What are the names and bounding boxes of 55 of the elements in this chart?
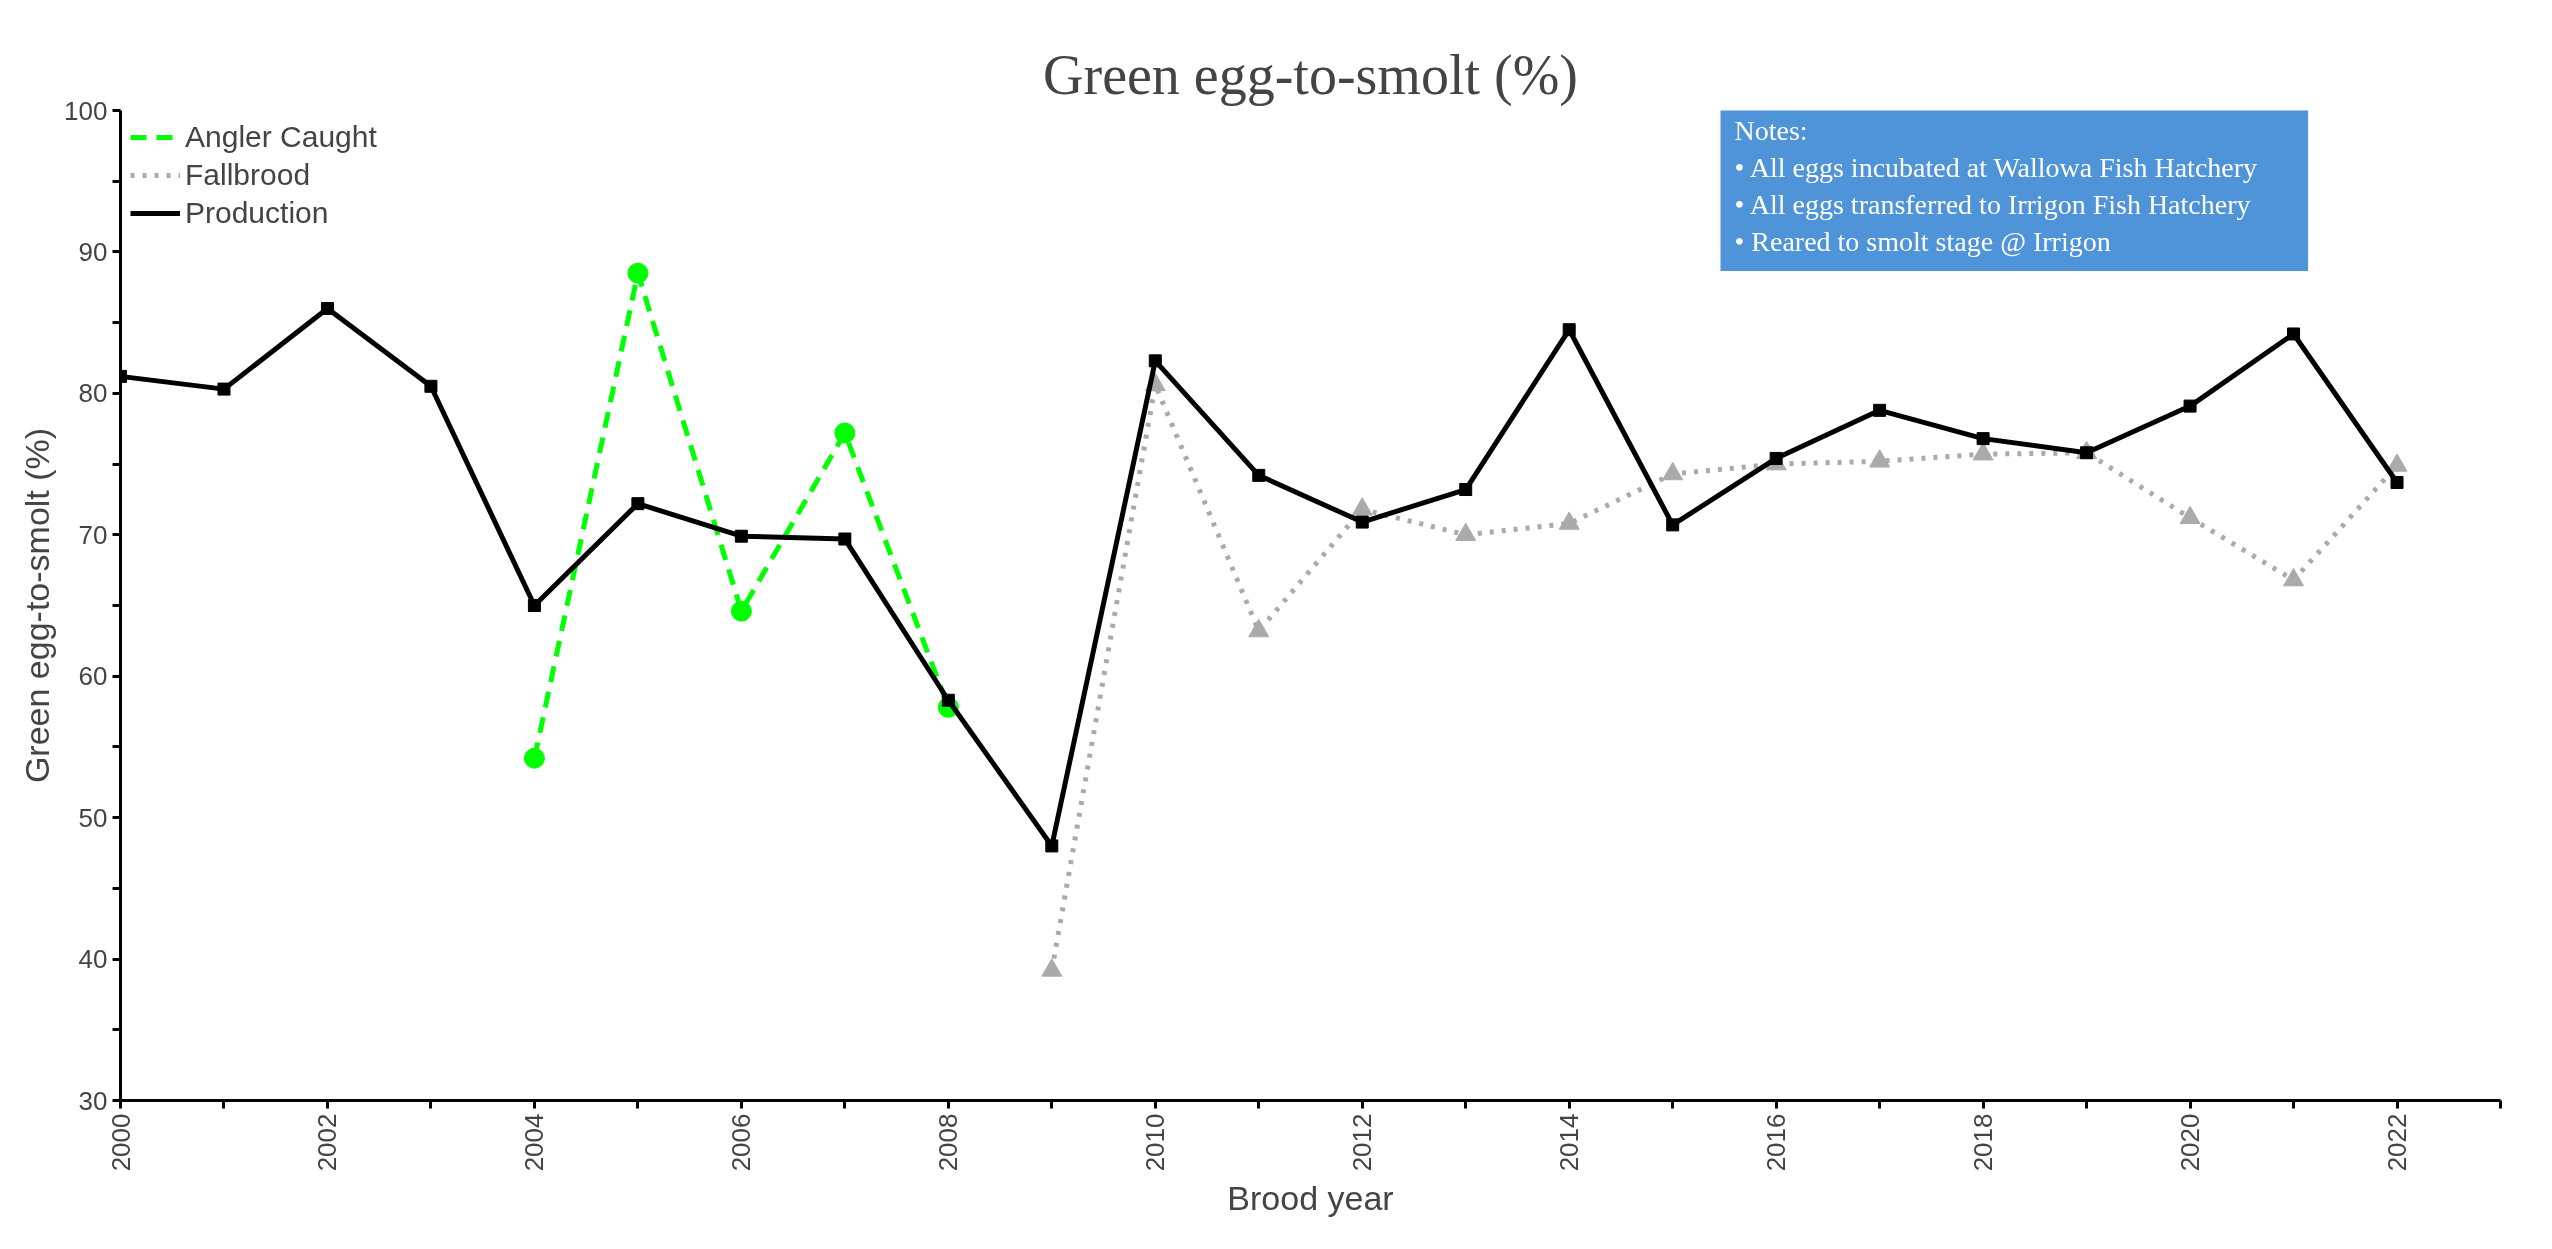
point bbox=[941, 693, 955, 707]
point bbox=[834, 422, 856, 444]
y-tick-label: 40 bbox=[78, 944, 108, 975]
point bbox=[734, 529, 748, 543]
annotation: • All eggs transferred to Irrigon Fish Hatchery bbox=[1734, 188, 2251, 220]
point bbox=[627, 262, 649, 284]
point bbox=[838, 532, 852, 546]
x-tick-label: 2002 bbox=[312, 1113, 343, 1172]
legend-label: Production bbox=[185, 196, 329, 230]
point bbox=[1769, 451, 1783, 465]
x-tick-label: 2016 bbox=[1761, 1113, 1792, 1172]
y-tick-label: 90 bbox=[78, 236, 108, 267]
x-tick-label: 2000 bbox=[105, 1113, 136, 1172]
point bbox=[523, 747, 545, 769]
x-tick-label: 2020 bbox=[2175, 1113, 2206, 1172]
x-tick-label: 2008 bbox=[933, 1113, 964, 1172]
point bbox=[1976, 432, 1990, 446]
point bbox=[631, 497, 645, 511]
point bbox=[730, 600, 752, 622]
point bbox=[320, 302, 334, 315]
point bbox=[527, 599, 541, 612]
x-tick-label: 2006 bbox=[726, 1113, 757, 1172]
point bbox=[217, 382, 231, 396]
legend-label: Angler Caught bbox=[185, 120, 377, 154]
y-tick-label: 100 bbox=[64, 95, 108, 126]
y-tick-label: 50 bbox=[78, 802, 108, 833]
x-tick-label: 2018 bbox=[1968, 1113, 1999, 1172]
point bbox=[1459, 483, 1473, 497]
point bbox=[2183, 399, 2197, 413]
annotation: • Reared to smolt stage @ Irrigon bbox=[1734, 226, 2111, 258]
point bbox=[424, 379, 438, 393]
x-tick-label: 2010 bbox=[1140, 1113, 1171, 1172]
point bbox=[1252, 468, 1266, 482]
y-tick-label: 70 bbox=[78, 519, 108, 550]
point bbox=[1045, 839, 1059, 853]
chart-title: Green egg-to-smolt (%) bbox=[1043, 43, 1578, 107]
y-tick-label: 80 bbox=[78, 378, 108, 409]
point bbox=[2390, 475, 2404, 489]
point bbox=[1873, 403, 1887, 417]
x-tick-label: 2022 bbox=[2382, 1113, 2413, 1172]
point bbox=[1562, 323, 1576, 337]
y-tick-label: 30 bbox=[78, 1085, 108, 1116]
annotation: Notes: bbox=[1734, 114, 1808, 146]
point bbox=[2287, 327, 2301, 341]
legend-label: Fallbrood bbox=[185, 158, 311, 192]
point bbox=[1355, 515, 1369, 529]
point bbox=[1148, 354, 1162, 368]
annotation: • All eggs incubated at Wallowa Fish Hatchery bbox=[1734, 151, 2258, 183]
x-tick-label: 2012 bbox=[1347, 1113, 1378, 1172]
point bbox=[1666, 518, 1680, 532]
x-tick-label: 2014 bbox=[1554, 1113, 1585, 1172]
x-tick-label: 2004 bbox=[519, 1113, 550, 1172]
y-tick-label: 60 bbox=[78, 661, 108, 692]
y-axis-title: Green egg-to-smolt (%) bbox=[18, 427, 57, 784]
x-axis-title: Brood year bbox=[1227, 1179, 1394, 1218]
